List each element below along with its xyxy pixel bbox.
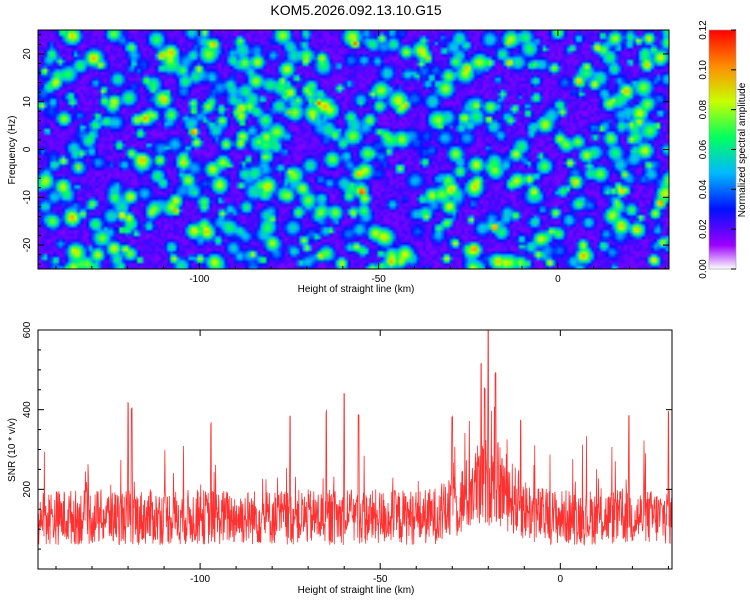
heatmap-x-ticks: -100 -50 0 [55, 30, 666, 285]
colorbar-tick-label: 0.02 [698, 219, 709, 239]
snr-x-tick-label: 0 [558, 574, 564, 585]
heatmap-y-ticks: -20 -10 0 10 20 [22, 34, 669, 265]
snr-x-ticks: -100 -50 0 [55, 330, 669, 585]
colorbar-label: Normalized spectral amplitude [737, 82, 748, 217]
heatmap-x-tick-label: -50 [371, 274, 386, 285]
heatmap-y-tick-label: 0 [22, 146, 33, 152]
snr-y-label: SNR (10 * v/v) [7, 418, 18, 482]
heatmap-image [38, 30, 669, 269]
colorbar-tick-label: 0.10 [698, 60, 709, 80]
snr-series-line [38, 330, 672, 546]
heatmap-y-tick-label: -10 [22, 190, 33, 205]
snr-x-tick-label: -100 [190, 574, 210, 585]
snr-x-tick-label: -50 [373, 574, 388, 585]
colorbar-tick-label: 0.00 [698, 259, 709, 279]
snr-y-tick-label: 200 [22, 481, 33, 498]
heatmap-y-tick-label: -20 [22, 237, 33, 252]
heatmap-y-tick-label: 10 [22, 96, 33, 108]
snr-y-tick-label: 400 [22, 401, 33, 418]
colorbar: 0.00 0.02 0.04 0.06 0.08 0.10 0.12 Normalized … [698, 20, 748, 279]
snr-y-tick-label: 600 [22, 321, 33, 338]
heatmap-y-tick-label: 20 [22, 48, 33, 60]
colorbar-tick-label: 0.08 [698, 99, 709, 119]
heatmap-x-tick-label: 0 [555, 274, 561, 285]
snr-y-ticks: 200 400 600 [22, 321, 672, 550]
snr-x-label: Height of straight line (km) [298, 585, 415, 596]
colorbar-ticks: 0.00 0.02 0.04 0.06 0.08 0.10 0.12 [698, 20, 736, 279]
heatmap-x-tick-label: -100 [189, 274, 209, 285]
colorbar-tick-label: 0.04 [698, 179, 709, 199]
heatmap-y-label: Frequency (Hz) [7, 116, 18, 185]
heatmap-x-label: Height of straight line (km) [298, 284, 415, 295]
colorbar-tick-label: 0.06 [698, 139, 709, 159]
colorbar-tick-label: 0.12 [698, 20, 709, 40]
snr-panel: -100 -50 0 200 400 600 Height of straight li… [7, 321, 673, 596]
chart-title: KOM5.2026.092.13.10.G15 [270, 2, 441, 18]
